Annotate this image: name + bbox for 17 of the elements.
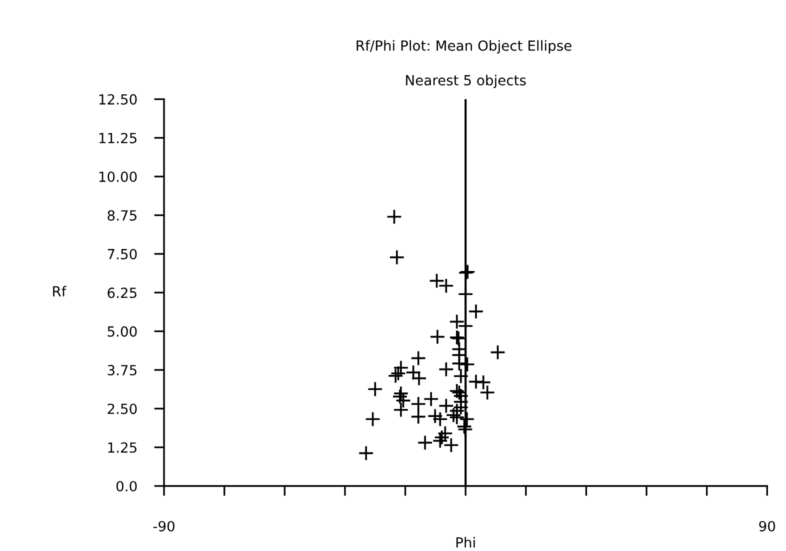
y-tick-label: 10.00	[99, 172, 137, 182]
x-tick-label: 90	[759, 520, 776, 532]
y-tick-label: 6.25	[108, 288, 136, 298]
y-tick-label: 12.50	[99, 94, 137, 105]
y-tick-label: 11.25	[99, 132, 136, 144]
chart-title: Rf/Phi Plot: Mean Object Ellipse	[356, 40, 572, 54]
y-tick-label: 0.0	[116, 480, 137, 492]
chart-subtitle: Nearest 5 objects	[406, 74, 526, 88]
y-tick-label: 5.00	[108, 326, 137, 337]
y-tick-label: 3.75	[108, 364, 136, 376]
y-tick-label: 7.50	[108, 248, 137, 260]
y-axis-title: Rf	[53, 286, 67, 296]
x-axis-title: Phi	[456, 536, 475, 548]
y-tick-label: 8.75	[108, 210, 136, 221]
y-tick-label: 1.25	[108, 442, 136, 453]
y-tick-label: 2.50	[108, 404, 137, 414]
x-tick-label: -90	[153, 520, 174, 532]
